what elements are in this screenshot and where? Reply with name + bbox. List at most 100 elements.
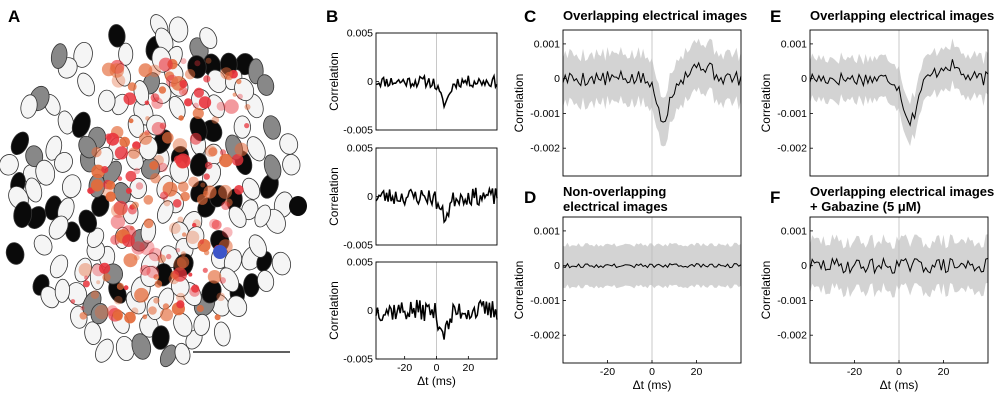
receptive-field-ellipse [10, 131, 29, 156]
receptive-field-ellipse [86, 227, 105, 248]
overlap-dot [177, 256, 190, 269]
overlap-dot [125, 170, 137, 182]
overlap-dot [219, 153, 233, 168]
overlap-dot [151, 97, 163, 109]
receptive-field-ellipse [271, 251, 292, 276]
receptive-field-ellipse [78, 209, 97, 233]
y-tick-label: -0.005 [343, 354, 373, 366]
receptive-field-ellipse [213, 321, 231, 347]
correlation-trace [375, 73, 498, 110]
y-tick-label: 0 [554, 73, 560, 85]
overlap-dot [234, 185, 244, 195]
receptive-field-ellipse [263, 154, 282, 181]
receptive-field-ellipse [168, 16, 189, 43]
receptive-field-ellipse [33, 234, 53, 256]
receptive-field-ellipse [57, 110, 75, 135]
overlap-dot [168, 273, 180, 285]
correlation-trace [809, 59, 989, 127]
overlap-dot [188, 272, 193, 277]
overlap-dot [122, 234, 135, 248]
overlap-dot [139, 240, 155, 256]
receptive-field-ellipse [95, 338, 114, 363]
y-tick-label: -0.002 [777, 143, 807, 155]
overlap-dot [203, 185, 217, 199]
plot-frame [809, 29, 989, 177]
plot-panel-b-2: 0.005 0 -0.005 Correlation [327, 143, 498, 252]
overlap-dot [148, 247, 162, 262]
overlap-dot [157, 254, 166, 263]
x-axis-label: Δt (ms) [880, 378, 919, 392]
receptive-field-ellipse [243, 273, 260, 298]
overlap-dot [172, 199, 182, 208]
y-tick-label: 0.001 [781, 38, 807, 50]
overlap-dot [211, 219, 222, 230]
overlap-dot [166, 253, 172, 260]
overlap-dot [178, 115, 184, 121]
receptive-field-ellipse [90, 303, 109, 325]
receptive-field-mosaic [0, 14, 307, 368]
overlap-dot [149, 161, 159, 170]
y-tick-label: 0 [801, 73, 807, 85]
receptive-field-ellipse [50, 43, 68, 69]
overlap-dot [194, 60, 201, 67]
overlap-dot [197, 239, 211, 252]
overlap-dot [160, 308, 174, 322]
overlap-dot [91, 147, 102, 158]
overlap-dot [131, 201, 139, 209]
overlap-dot [224, 99, 239, 114]
panel-label-a: A [8, 7, 20, 26]
receptive-field-ellipse [257, 270, 275, 292]
plot-panel-f: 0.001 0 -0.001 -0.002 -20 0 20 Correlation Δt (m… [759, 216, 989, 392]
overlap-dot [125, 187, 132, 194]
y-tick-label: -0.002 [777, 330, 807, 342]
y-tick-label: -0.002 [530, 143, 560, 155]
overlap-dot [138, 63, 153, 78]
overlap-dot [172, 138, 188, 153]
overlap-dot [96, 280, 101, 285]
receptive-field-ellipse [233, 115, 251, 139]
overlap-dot [193, 87, 204, 98]
x-tick-label: 0 [434, 362, 440, 374]
receptive-field-ellipse [13, 201, 33, 228]
overlap-dot [153, 274, 160, 280]
receptive-field-ellipse [289, 196, 307, 216]
panel-f-title-line1: Overlapping electrical images [810, 184, 994, 199]
y-tick-label: 0.005 [347, 28, 373, 40]
overlap-dot [178, 86, 188, 96]
y-tick-label: 0.005 [347, 143, 373, 155]
receptive-field-ellipse [207, 94, 225, 119]
overlap-dot [198, 96, 212, 109]
y-tick-label: 0 [367, 305, 373, 317]
overlap-dot [94, 305, 110, 320]
overlap-dot [128, 118, 134, 124]
overlap-dot [211, 116, 220, 124]
overlap-dot [158, 86, 167, 94]
plot-panel-b-1: 0.005 0 -0.005 Correlation [327, 28, 498, 137]
plot-panel-d: 0.001 0 -0.001 -0.002 -20 0 20 Correlation Δt (m… [512, 216, 742, 392]
y-tick-label: -0.005 [343, 125, 373, 137]
overlap-dot [114, 146, 128, 160]
overlap-dot [150, 93, 160, 102]
overlap-dot [192, 102, 199, 109]
overlap-dot [154, 280, 163, 288]
overlap-dot [148, 306, 157, 315]
overlap-dot [221, 201, 231, 211]
y-tick-label: 0.001 [534, 225, 560, 237]
overlap-dot [109, 63, 125, 78]
overlap-dot [203, 249, 210, 256]
overlap-dot [114, 295, 123, 305]
receptive-field-ellipse [279, 133, 299, 155]
overlap-dot [162, 303, 170, 310]
receptive-field-ellipse [133, 80, 150, 106]
overlap-dot [173, 257, 187, 271]
x-axis-label: Δt (ms) [417, 374, 456, 388]
correlation-trace [375, 185, 498, 224]
receptive-field-ellipse [118, 42, 134, 66]
overlap-dot [105, 191, 116, 202]
y-tick-label: 0 [367, 76, 373, 88]
overlap-dot [203, 75, 211, 83]
overlap-dot [133, 167, 141, 175]
plot-panel-e: 0.001 0 -0.001 -0.002 Correlation [759, 29, 989, 177]
overlap-dot [127, 82, 137, 91]
overlap-dot [82, 280, 90, 288]
